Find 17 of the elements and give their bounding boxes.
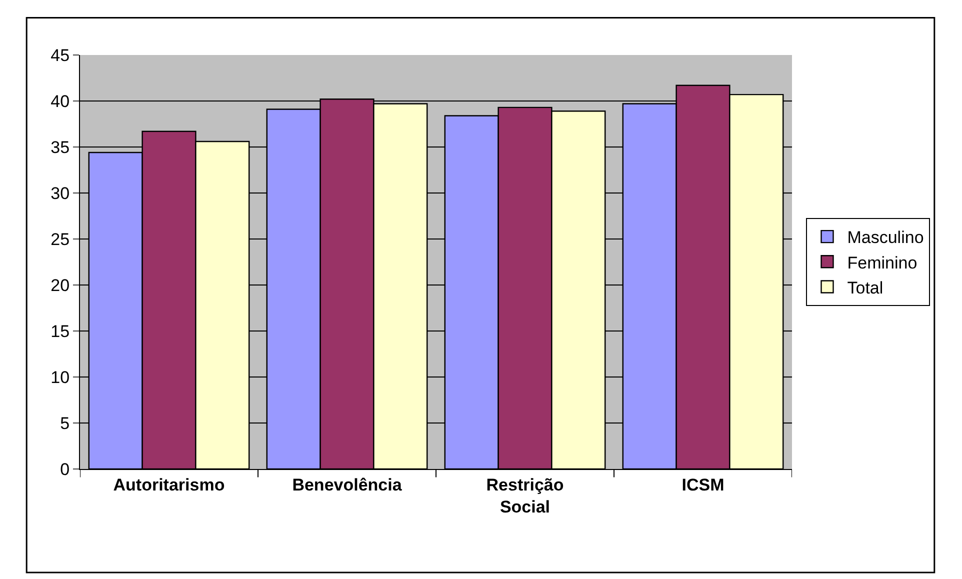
y-tick-label: 35 [50, 138, 70, 157]
x-tick-label: ICSM [682, 475, 724, 494]
y-tick-label: 45 [50, 46, 70, 65]
legend-label: Total [847, 278, 884, 298]
y-tick-label: 25 [50, 230, 70, 249]
y-tick-label: 20 [50, 276, 70, 295]
y-tick-label: 40 [50, 92, 70, 111]
x-tick-label: Benevolência [292, 475, 402, 494]
x-tick-label: Restrição Social [486, 475, 564, 516]
y-tick-label: 0 [60, 460, 70, 479]
legend-label: Feminino [847, 253, 918, 272]
y-tick-label: 15 [50, 322, 70, 341]
x-tick-label: Autoritarismo [113, 475, 225, 494]
y-tick-label: 5 [60, 414, 70, 433]
y-tick-label: 10 [50, 368, 70, 387]
legend-label: Masculino [847, 228, 924, 248]
y-tick-label: 30 [50, 184, 70, 203]
